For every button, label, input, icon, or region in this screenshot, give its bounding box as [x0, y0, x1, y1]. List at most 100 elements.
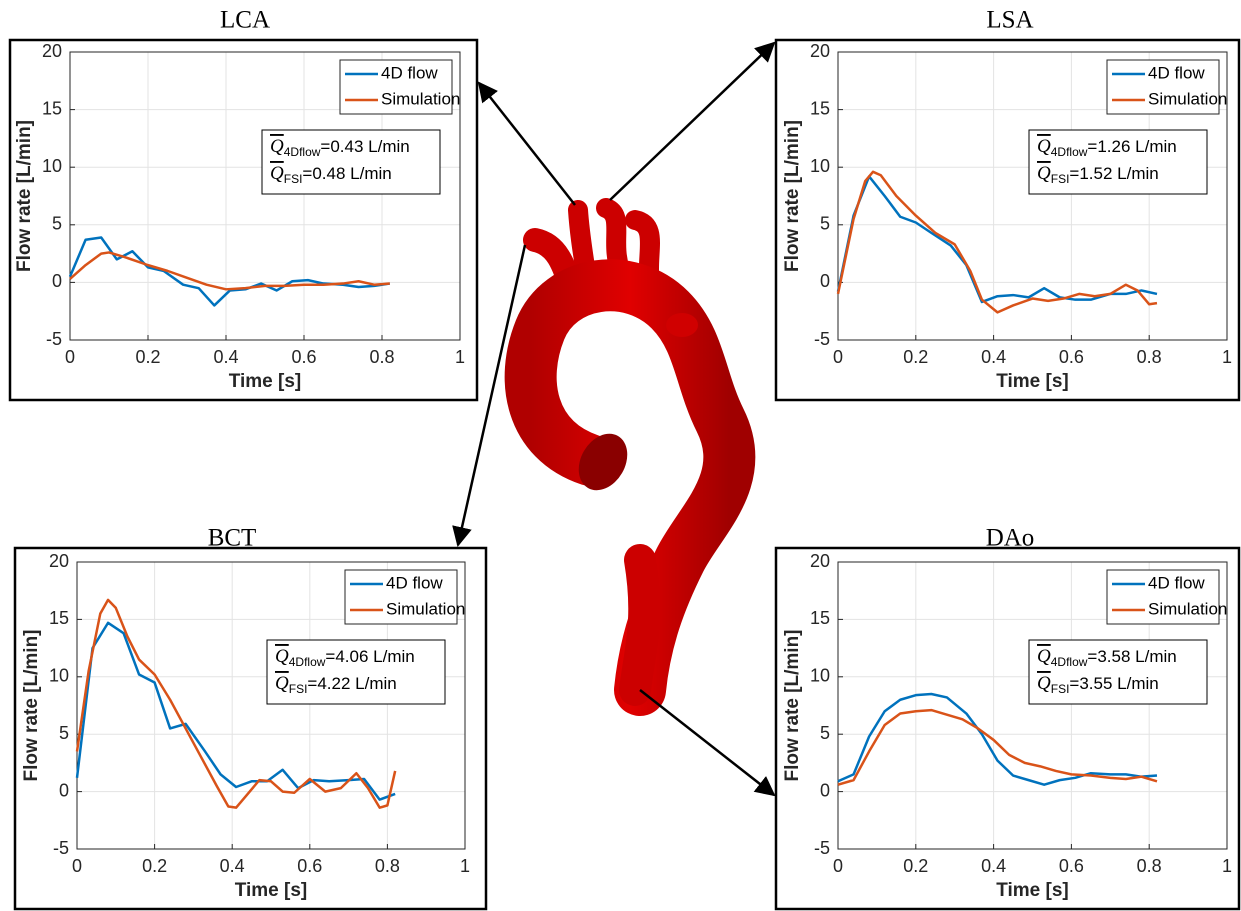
- y-tick-label: 0: [52, 271, 62, 291]
- y-tick-label: 20: [49, 551, 69, 571]
- annotation: QFSI=0.48 L/min: [270, 163, 392, 186]
- x-tick-label: 0.8: [1137, 347, 1162, 367]
- legend-label: 4D flow: [386, 573, 443, 592]
- y-tick-label: 5: [820, 214, 830, 234]
- y-tick-label: 5: [59, 723, 69, 743]
- x-tick-label: 0.2: [903, 856, 928, 876]
- legend-label: 4D flow: [1148, 573, 1205, 592]
- y-tick-label: 10: [49, 666, 69, 686]
- chart-title: BCT: [208, 525, 257, 552]
- y-tick-label: 5: [52, 214, 62, 234]
- x-tick-label: 0.4: [213, 347, 238, 367]
- annotation-subscript: 4Dflow: [1051, 145, 1088, 159]
- annotation-subscript: FSI: [289, 682, 308, 696]
- annotation-value: =0.43 L/min: [320, 137, 409, 156]
- annotation-symbol: Q: [275, 673, 289, 694]
- x-tick-label: 1: [455, 347, 465, 367]
- y-axis-label: Flow rate [L/min]: [782, 630, 803, 782]
- annotation-symbol: Q: [270, 163, 284, 184]
- series-line: [837, 692, 1158, 786]
- legend-label: 4D flow: [381, 63, 438, 82]
- annotation-subscript: 4Dflow: [289, 655, 326, 669]
- series-line: [836, 170, 1158, 314]
- plot-area: [837, 561, 1228, 850]
- x-tick-label: 0.8: [369, 347, 394, 367]
- y-tick-label: 20: [810, 551, 830, 571]
- annotation-subscript: 4Dflow: [284, 145, 321, 159]
- x-tick-label: 0.2: [142, 856, 167, 876]
- series-line: [69, 251, 390, 291]
- x-tick-label: 0: [833, 347, 843, 367]
- annotation-symbol: Q: [1037, 673, 1051, 694]
- annotation: QFSI=1.52 L/min: [1037, 163, 1159, 186]
- x-tick-label: 0.6: [297, 856, 322, 876]
- annotation-symbol: Q: [1037, 646, 1051, 667]
- annotation: Q4Dflow=4.06 L/min: [275, 646, 415, 669]
- aorta-illustration: [504, 198, 756, 716]
- y-tick-label: 20: [42, 41, 62, 61]
- y-tick-label: 0: [820, 271, 830, 291]
- x-tick-label: 1: [1222, 856, 1232, 876]
- y-tick-label: 0: [820, 780, 830, 800]
- chart-title: LSA: [986, 7, 1033, 34]
- annotation: QFSI=3.55 L/min: [1037, 673, 1159, 696]
- y-tick-label: -5: [53, 838, 69, 858]
- y-tick-label: 10: [810, 156, 830, 176]
- y-axis-label: Flow rate [L/min]: [782, 120, 803, 272]
- y-tick-label: -5: [46, 329, 62, 349]
- x-tick-label: 0: [72, 856, 82, 876]
- legend-label: 4D flow: [1148, 63, 1205, 82]
- annotation-subscript: FSI: [1051, 682, 1070, 696]
- x-tick-label: 0.2: [135, 347, 160, 367]
- connector-arrows: [452, 41, 776, 797]
- annotation: QFSI=4.22 L/min: [275, 673, 397, 696]
- plot-area: [76, 561, 466, 850]
- x-tick-label: 0.4: [981, 347, 1006, 367]
- y-tick-label: 20: [810, 41, 830, 61]
- x-tick-label: 0.2: [903, 347, 928, 367]
- legend-label: Simulation: [1148, 599, 1227, 618]
- y-axis-label: Flow rate [L/min]: [21, 630, 42, 782]
- legend-box: [344, 569, 458, 625]
- annotation-value: =0.48 L/min: [302, 164, 391, 183]
- y-axis-label: Flow rate [L/min]: [14, 120, 35, 272]
- x-tick-label: 0.4: [220, 856, 245, 876]
- annotation-subscript: 4Dflow: [1051, 655, 1088, 669]
- annotation-symbol: Q: [270, 136, 284, 157]
- y-tick-label: 5: [820, 723, 830, 743]
- series-line: [837, 708, 1158, 786]
- annotation-value: =4.22 L/min: [307, 674, 396, 693]
- x-tick-label: 0.8: [1137, 856, 1162, 876]
- chart-title: LCA: [220, 7, 270, 34]
- y-tick-label: -5: [814, 329, 830, 349]
- annotation: Q4Dflow=0.43 L/min: [270, 136, 410, 159]
- legend-label: Simulation: [381, 89, 460, 108]
- x-axis-label: Time [s]: [235, 880, 308, 901]
- annotation-value: =1.52 L/min: [1069, 164, 1158, 183]
- plot-area: [837, 51, 1228, 341]
- legend-label: Simulation: [386, 599, 465, 618]
- legend-box: [339, 59, 453, 115]
- annotation-symbol: Q: [275, 646, 289, 667]
- x-axis-label: Time [s]: [996, 371, 1069, 392]
- legend-box: [1106, 569, 1220, 625]
- y-tick-label: -5: [814, 838, 830, 858]
- annotation-value: =1.26 L/min: [1087, 137, 1176, 156]
- annotation-value: =3.55 L/min: [1069, 674, 1158, 693]
- x-tick-label: 0.4: [981, 856, 1006, 876]
- x-tick-label: 1: [460, 856, 470, 876]
- x-tick-label: 0.8: [375, 856, 400, 876]
- x-tick-label: 0.6: [291, 347, 316, 367]
- y-tick-label: 10: [42, 156, 62, 176]
- x-tick-label: 1: [1222, 347, 1232, 367]
- series-line: [75, 598, 397, 809]
- y-tick-label: 0: [59, 780, 69, 800]
- annotation-symbol: Q: [1037, 136, 1051, 157]
- annotation-value: =4.06 L/min: [325, 647, 414, 666]
- x-axis-label: Time [s]: [996, 880, 1069, 901]
- y-tick-label: 15: [42, 98, 62, 118]
